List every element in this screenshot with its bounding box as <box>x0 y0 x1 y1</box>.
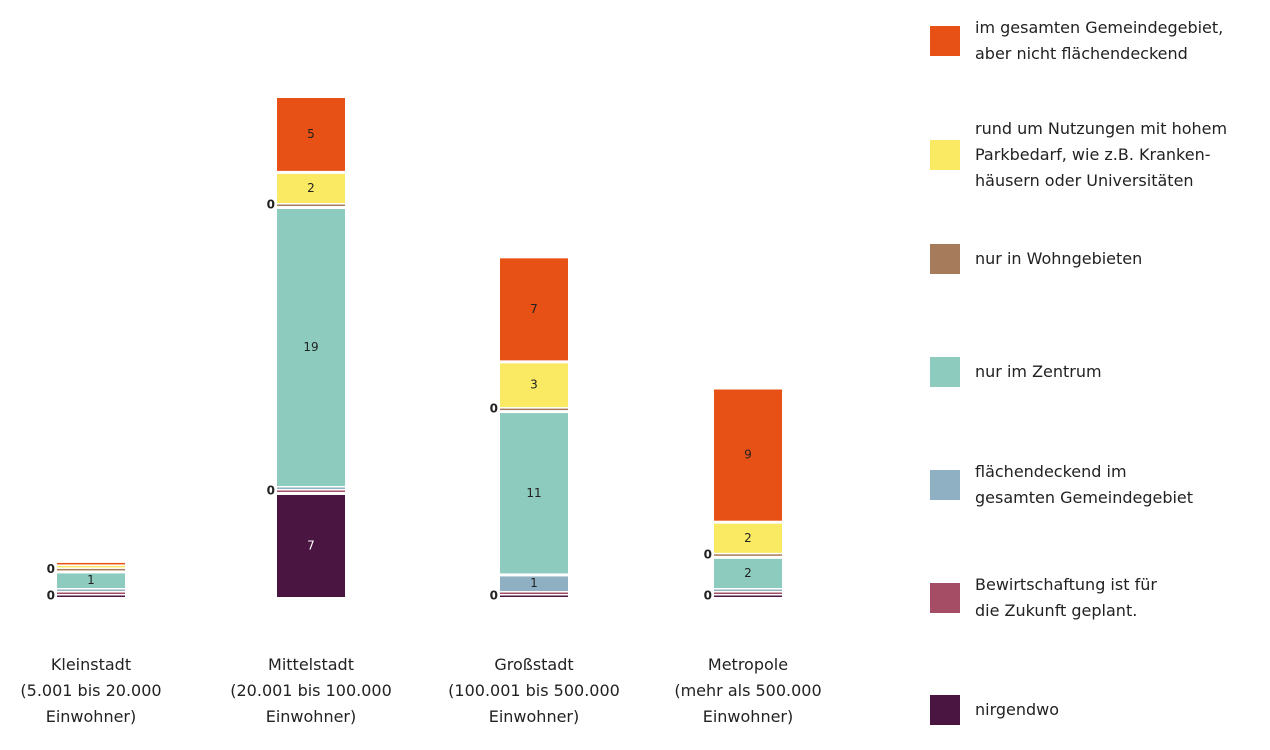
legend-label: nirgendwo <box>975 700 1060 719</box>
legend-label: nur in Wohngebieten <box>975 249 1143 268</box>
bar-segment <box>57 562 125 565</box>
value-label: 2 <box>744 531 752 545</box>
value-label: 0 <box>267 198 275 212</box>
bar-segment <box>500 592 568 594</box>
value-label: 19 <box>303 340 318 354</box>
bar-segment <box>714 523 782 553</box>
legend-label: Bewirtschaftung ist für die Zukunft gepl… <box>975 575 1157 620</box>
bar-segment <box>57 573 125 588</box>
value-label: 0 <box>704 589 712 603</box>
legend-swatch <box>930 470 960 500</box>
value-label: 3 <box>530 378 538 392</box>
legend-item: nur im Zentrum <box>930 332 1102 412</box>
legend-item: nirgendwo <box>930 670 1059 750</box>
x-tick-label: Metropole (mehr als 500.000 Einwohner) <box>674 655 822 726</box>
value-label: 9 <box>744 448 752 462</box>
bar-segment <box>277 173 345 204</box>
bar-segment <box>714 389 782 521</box>
legend-label: nur im Zentrum <box>975 362 1102 381</box>
bar-segment <box>277 204 345 207</box>
bar-segment <box>500 595 568 597</box>
bar-segment <box>57 589 125 591</box>
bar-segment <box>57 568 125 571</box>
x-tick-label: Großstadt (100.001 bis 500.000 Einwohner… <box>448 655 620 726</box>
legend-item: im gesamten Gemeindegebiet, aber nicht f… <box>930 1 1223 81</box>
value-label: 0 <box>47 562 55 576</box>
legend-label: rund um Nutzungen mit hohem Parkbedarf, … <box>975 119 1228 190</box>
value-label: 0 <box>47 589 55 603</box>
value-label: 7 <box>307 538 315 552</box>
bar-segment <box>57 565 125 568</box>
bar-segment <box>500 258 568 361</box>
bar-segment <box>57 592 125 594</box>
legend-item: flächendeckend im gesamten Gemeindegebie… <box>930 445 1193 525</box>
legend-item: rund um Nutzungen mit hohem Parkbedarf, … <box>930 115 1227 195</box>
legend-item: Bewirtschaftung ist für die Zukunft gepl… <box>930 558 1157 638</box>
value-label: 11 <box>526 486 541 500</box>
bar-segment <box>500 363 568 408</box>
legend-item: nur in Wohngebieten <box>930 219 1142 299</box>
legend-swatch <box>930 583 960 613</box>
bar-segment <box>714 592 782 594</box>
value-label: 0 <box>267 483 275 497</box>
value-label: 5 <box>307 127 315 141</box>
x-tick-label: Mittelstadt (20.001 bis 100.000 Einwohne… <box>230 655 392 726</box>
legend-label: flächendeckend im gesamten Gemeindegebie… <box>975 462 1194 507</box>
bar-segment <box>277 487 345 489</box>
x-tick-label: Kleinstadt (5.001 bis 20.000 Einwohner) <box>20 655 162 726</box>
bar-segment <box>277 209 345 486</box>
value-label: 0 <box>704 547 712 561</box>
legend-swatch <box>930 244 960 274</box>
bar-segment <box>500 413 568 574</box>
legend-swatch <box>930 357 960 387</box>
value-label: 0 <box>490 402 498 416</box>
bar-segment <box>714 558 782 588</box>
value-label: 1 <box>530 576 538 590</box>
legend-swatch <box>930 695 960 725</box>
bar-segment <box>714 595 782 597</box>
bar-segment <box>714 589 782 591</box>
value-label: 2 <box>307 181 315 195</box>
bar-segment <box>277 98 345 171</box>
legend-label: im gesamten Gemeindegebiet, aber nicht f… <box>975 18 1224 63</box>
value-label: 2 <box>744 566 752 580</box>
value-label: 0 <box>490 589 498 603</box>
bar-segment <box>277 490 345 492</box>
value-label: 7 <box>530 302 538 316</box>
bar-segment <box>714 554 782 556</box>
bar-segment <box>277 494 345 597</box>
legend-swatch <box>930 140 960 170</box>
bar-segment <box>500 408 568 411</box>
bar-segment <box>57 595 125 597</box>
legend-swatch <box>930 26 960 56</box>
bar-segment <box>500 576 568 591</box>
value-label: 1 <box>87 573 95 587</box>
